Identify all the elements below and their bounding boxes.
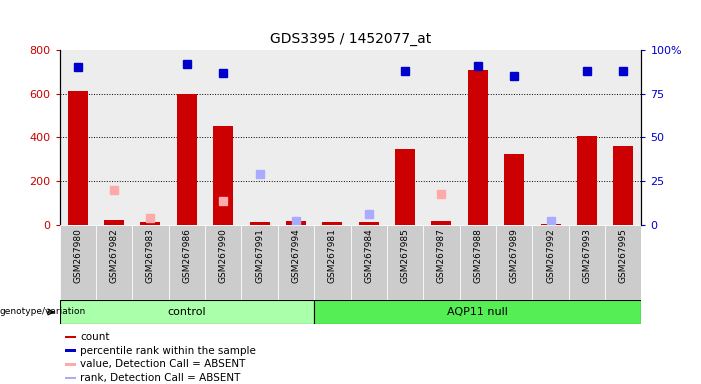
Bar [460, 50, 496, 225]
Bar [350, 50, 387, 225]
Text: GSM267995: GSM267995 [619, 228, 627, 283]
Bar [96, 225, 132, 300]
Bar [423, 50, 460, 225]
Bar [65, 336, 76, 338]
Bar [569, 225, 605, 300]
Bar [431, 221, 451, 225]
Text: GSM267990: GSM267990 [219, 228, 228, 283]
Bar [423, 225, 460, 300]
Bar [140, 222, 161, 225]
Bar [65, 349, 76, 352]
Text: rank, Detection Call = ABSENT: rank, Detection Call = ABSENT [80, 373, 240, 383]
Bar [169, 50, 205, 225]
Bar [359, 222, 379, 225]
Bar [460, 225, 496, 300]
Bar [496, 225, 532, 300]
Text: GSM267980: GSM267980 [74, 228, 82, 283]
Bar [314, 50, 350, 225]
Bar [605, 225, 641, 300]
Bar [286, 221, 306, 225]
Text: GSM267982: GSM267982 [109, 228, 118, 283]
Bar [169, 225, 205, 300]
Bar [314, 225, 350, 300]
Bar [577, 136, 597, 225]
Bar [205, 50, 241, 225]
Bar [65, 377, 76, 379]
Bar [350, 225, 387, 300]
Text: GSM267992: GSM267992 [546, 228, 555, 283]
Bar [496, 50, 532, 225]
Bar [504, 154, 524, 225]
Text: GSM267986: GSM267986 [182, 228, 191, 283]
Bar [540, 223, 561, 225]
Bar [132, 225, 169, 300]
Bar [250, 222, 270, 225]
Bar [241, 50, 278, 225]
Text: GSM267985: GSM267985 [400, 228, 409, 283]
Bar [65, 363, 76, 366]
Text: percentile rank within the sample: percentile rank within the sample [80, 346, 256, 356]
Bar [569, 50, 605, 225]
Bar [278, 225, 314, 300]
Text: GSM267983: GSM267983 [146, 228, 155, 283]
Bar [177, 94, 197, 225]
Bar [387, 225, 423, 300]
Text: GSM267988: GSM267988 [473, 228, 482, 283]
Bar [532, 225, 569, 300]
Bar [60, 225, 96, 300]
Bar [104, 220, 124, 225]
Bar [241, 225, 278, 300]
Text: GSM267987: GSM267987 [437, 228, 446, 283]
Bar [322, 222, 342, 225]
Text: AQP11 null: AQP11 null [447, 307, 508, 317]
Text: value, Detection Call = ABSENT: value, Detection Call = ABSENT [80, 359, 245, 369]
Text: GSM267989: GSM267989 [510, 228, 519, 283]
Bar [278, 50, 314, 225]
Text: count: count [80, 332, 109, 342]
Bar [60, 50, 96, 225]
Bar [314, 300, 641, 324]
Text: GSM267991: GSM267991 [255, 228, 264, 283]
Text: control: control [168, 307, 206, 317]
Bar [395, 149, 415, 225]
Bar [468, 70, 488, 225]
Text: GSM267993: GSM267993 [583, 228, 592, 283]
Bar [605, 50, 641, 225]
Text: genotype/variation: genotype/variation [0, 308, 86, 316]
Bar [132, 50, 169, 225]
Title: GDS3395 / 1452077_at: GDS3395 / 1452077_at [270, 32, 431, 46]
Bar [60, 300, 314, 324]
Text: GSM267981: GSM267981 [328, 228, 336, 283]
Text: GSM267994: GSM267994 [292, 228, 301, 283]
Bar [532, 50, 569, 225]
Text: GSM267984: GSM267984 [365, 228, 373, 283]
Bar [96, 50, 132, 225]
Bar [205, 225, 241, 300]
Bar [387, 50, 423, 225]
Bar [213, 126, 233, 225]
Bar [613, 146, 633, 225]
Bar [68, 91, 88, 225]
